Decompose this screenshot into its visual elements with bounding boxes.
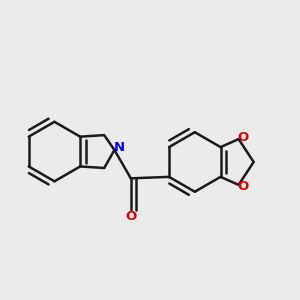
Text: O: O (125, 210, 136, 223)
Text: N: N (114, 141, 125, 154)
Text: O: O (237, 131, 248, 144)
Text: O: O (237, 180, 248, 193)
